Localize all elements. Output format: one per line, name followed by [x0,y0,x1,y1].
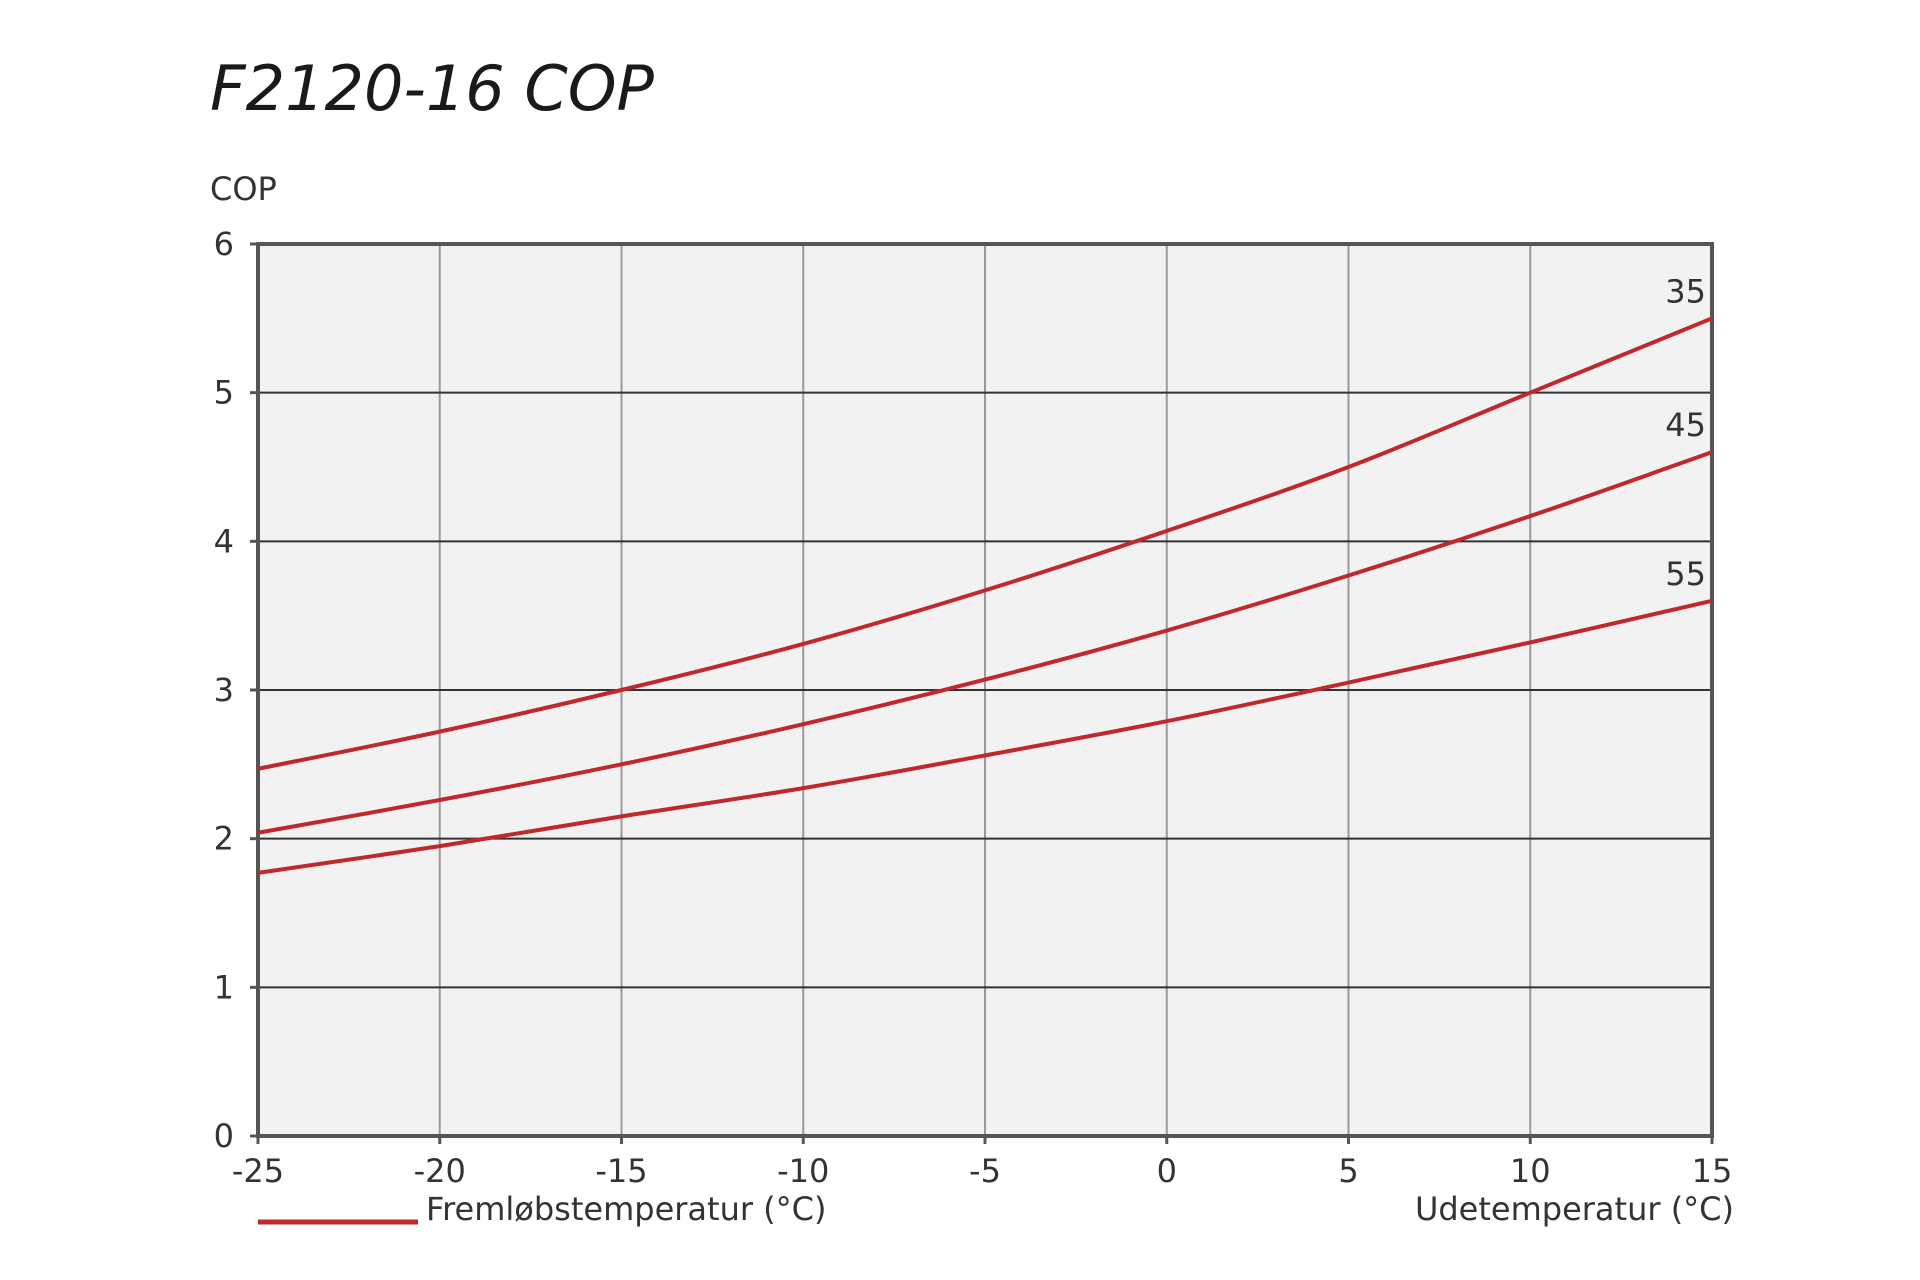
y-tick-label: 6 [214,225,234,263]
x-tick-label: -5 [969,1152,1001,1190]
x-tick-label: -20 [414,1152,466,1190]
series-line-55 [257,598,1713,875]
series-line-45 [257,450,1713,835]
y-tick-label: 0 [214,1117,234,1155]
y-tick-label: 2 [214,820,234,858]
series-lines [257,316,1713,875]
x-tick-label: 0 [1157,1152,1177,1190]
y-tick-label: 3 [214,671,234,709]
x-tick-label: -15 [595,1152,647,1190]
x-tick-label: -10 [777,1152,829,1190]
series-labels: 35 45 55 [1665,272,1706,592]
series-line-35 [257,316,1713,771]
y-tick-label: 5 [214,374,234,412]
x-axis-label: Udetemperatur (°C) [1415,1190,1734,1228]
x-tick-label: -25 [232,1152,284,1190]
series-label-45: 45 [1665,406,1706,444]
x-tick-label: 10 [1510,1152,1551,1190]
chart-title: F2120-16 COP [210,52,655,125]
x-tick-label: 15 [1692,1152,1733,1190]
y-axis-label: COP [210,170,277,208]
series-label-35: 35 [1665,272,1706,310]
y-tick-label: 1 [214,968,234,1006]
axes [250,242,1714,1144]
x-tick-label: 5 [1338,1152,1358,1190]
y-tick-label: 4 [214,522,234,560]
series-label-55: 55 [1665,555,1706,593]
legend-label: Fremløbstemperatur (°C) [426,1190,826,1228]
